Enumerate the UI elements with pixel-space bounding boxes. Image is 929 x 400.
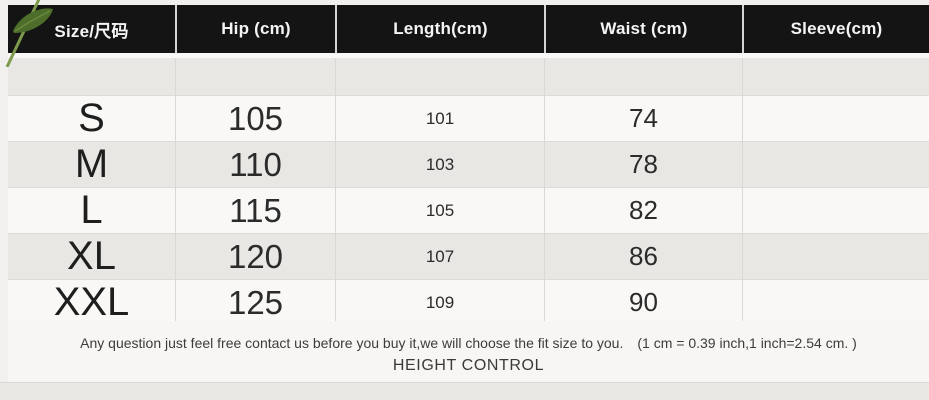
hip-cell: 110 (175, 142, 335, 187)
bottom-band (0, 382, 929, 400)
sleeve-cell (742, 142, 929, 187)
length-cell: 107 (335, 234, 544, 279)
size-cell: M (74, 142, 109, 186)
length-cell: 109 (335, 280, 544, 325)
waist-cell: 82 (544, 188, 742, 233)
size-cell: S (78, 96, 105, 140)
column-header-hip: Hip (cm) (175, 5, 335, 53)
contact-note: Any question just feel free contact us b… (80, 335, 624, 351)
spacer-row (8, 58, 929, 96)
sleeve-cell (742, 280, 929, 325)
unit-conversion-note: (1 cm = 0.39 inch,1 inch=2.54 cm. ) (637, 335, 857, 351)
sleeve-cell (742, 188, 929, 233)
column-header-length: Length(cm) (335, 5, 544, 53)
size-cell: L (80, 188, 103, 232)
sleeve-cell (742, 96, 929, 141)
column-header-size: Size/尺码 (54, 21, 129, 41)
header-gap (8, 53, 929, 58)
table-row-s: S 105 101 74 (8, 96, 929, 142)
hip-cell: 125 (175, 280, 335, 325)
spacer-cell (335, 58, 544, 95)
waist-cell: 90 (544, 280, 742, 325)
spacer-cell (742, 58, 929, 95)
hip-cell: 115 (175, 188, 335, 233)
size-cell: XXL (53, 280, 130, 324)
table-header-row: Size/尺码 Hip (cm) Length(cm) Waist (cm) S… (8, 5, 929, 53)
size-table: Size/尺码 Hip (cm) Length(cm) Waist (cm) S… (8, 5, 929, 326)
table-row-m: M 110 103 78 (8, 142, 929, 188)
length-cell: 105 (335, 188, 544, 233)
hip-cell: 105 (175, 96, 335, 141)
spacer-cell (175, 58, 335, 95)
sleeve-cell (742, 234, 929, 279)
height-control-caption: HEIGHT CONTROL (392, 357, 545, 374)
hip-cell: 120 (175, 234, 335, 279)
footer: Any question just feel free contact us b… (8, 321, 929, 382)
spacer-cell (544, 58, 742, 95)
table-row-xl: XL 120 107 86 (8, 234, 929, 280)
waist-cell: 78 (544, 142, 742, 187)
column-header-waist: Waist (cm) (544, 5, 742, 53)
length-cell: 103 (335, 142, 544, 187)
table-row-xxl: XXL 125 109 90 (8, 280, 929, 326)
length-cell: 101 (335, 96, 544, 141)
table-row-l: L 115 105 82 (8, 188, 929, 234)
footer-note-line: Any question just feel free contact us b… (8, 335, 929, 351)
column-header-sleeve: Sleeve(cm) (742, 5, 929, 53)
waist-cell: 86 (544, 234, 742, 279)
waist-cell: 74 (544, 96, 742, 141)
spacer-cell (8, 58, 175, 95)
size-cell: XL (67, 234, 116, 278)
